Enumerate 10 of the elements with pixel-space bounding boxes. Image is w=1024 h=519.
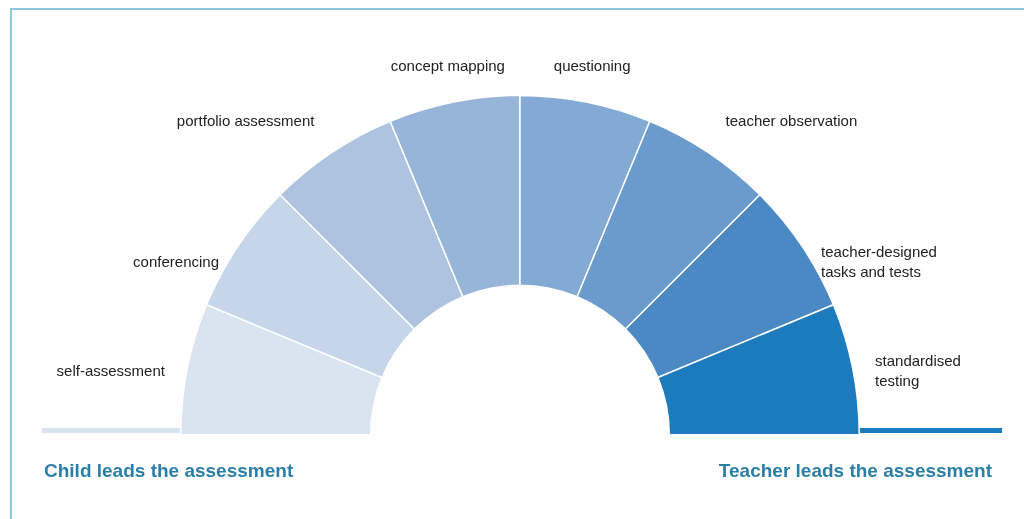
slice-label: teacher observation — [725, 112, 858, 130]
slice-label: conferencing — [133, 253, 220, 271]
slice-label: teacher-designed tasks and tests — [820, 243, 937, 281]
slice-label: portfolio assessment — [176, 112, 316, 130]
text: Teacher leads the assessment — [718, 460, 992, 482]
text: Child leads the assessment — [44, 460, 294, 482]
slice-label: questioning — [553, 57, 631, 75]
slice-label: concept mapping — [390, 57, 505, 75]
slice-label: standardised testing — [875, 351, 961, 389]
slice-label: self-assessment — [56, 361, 166, 379]
